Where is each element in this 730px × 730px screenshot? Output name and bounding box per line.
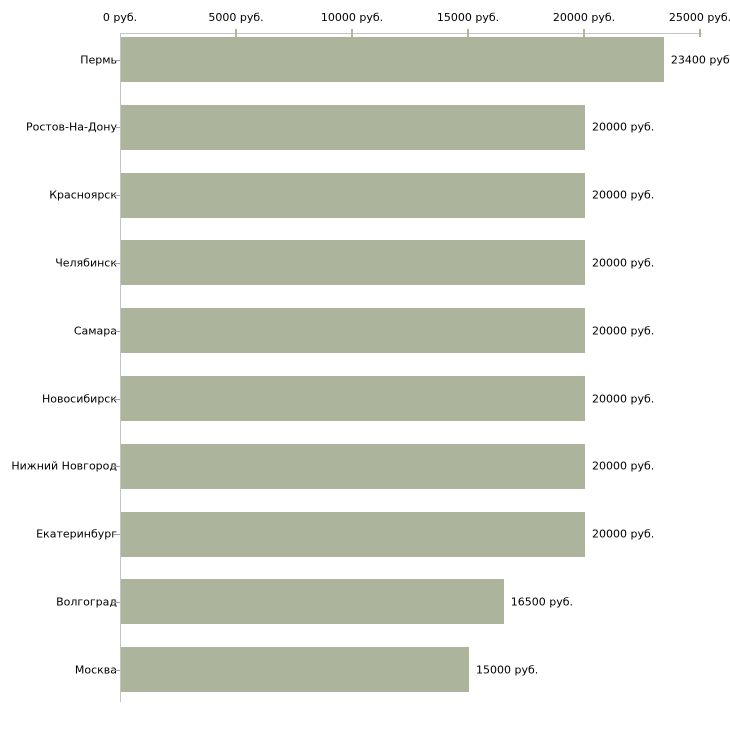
bar <box>121 443 585 489</box>
value-label: 23400 руб. <box>670 53 730 66</box>
category-tick <box>113 601 120 603</box>
value-label: 20000 руб. <box>592 120 655 134</box>
bar <box>121 37 664 82</box>
x-tick-mark <box>583 29 585 37</box>
category-label: Нижний Новгород <box>11 459 117 473</box>
bar <box>121 308 585 354</box>
category-tick <box>113 262 120 264</box>
category-label: Самара <box>73 324 117 338</box>
category-label: Москва <box>74 663 117 677</box>
category-tick <box>113 330 120 332</box>
y-axis-line <box>120 33 121 703</box>
category-tick <box>113 127 120 129</box>
x-tick-mark <box>351 29 353 37</box>
value-label: 20000 руб. <box>592 527 655 541</box>
x-tick-label: 10000 руб. <box>320 11 384 24</box>
category-tick <box>113 59 120 61</box>
bar <box>121 376 585 421</box>
bar <box>121 579 504 625</box>
value-label: 20000 руб. <box>592 459 655 473</box>
x-tick-mark <box>699 29 701 37</box>
x-tick-mark <box>235 29 237 37</box>
x-axis-line <box>120 33 702 34</box>
category-tick <box>113 466 120 468</box>
bar <box>121 172 585 218</box>
category-label: Челябинск <box>55 256 117 270</box>
value-label: 16500 руб. <box>510 595 574 609</box>
x-tick-label: 0 руб. <box>102 11 138 24</box>
category-label: Красноярск <box>49 188 117 202</box>
bar <box>121 240 585 286</box>
x-tick-mark <box>467 29 469 37</box>
value-label: 20000 руб. <box>592 324 655 338</box>
category-label: Волгоград <box>56 595 117 609</box>
x-tick-label: 25000 руб. <box>668 11 730 24</box>
x-tick-label: 15000 руб. <box>436 11 500 24</box>
category-tick <box>113 534 120 536</box>
category-tick <box>113 195 120 197</box>
bar <box>121 104 585 150</box>
category-label: Ростов-На-Дону <box>25 120 117 134</box>
x-tick-label: 20000 руб. <box>552 11 616 24</box>
category-tick <box>113 669 120 671</box>
value-label: 20000 руб. <box>592 392 655 405</box>
value-label: 20000 руб. <box>592 188 655 202</box>
category-label: Пермь <box>80 53 117 66</box>
bar <box>121 511 585 557</box>
value-label: 15000 руб. <box>476 663 539 677</box>
category-label: Екатеринбург <box>36 527 117 541</box>
category-tick <box>113 398 120 400</box>
x-tick-label: 5000 руб. <box>208 11 264 24</box>
category-label: Новосибирск <box>41 392 117 405</box>
bar <box>121 647 469 693</box>
value-label: 20000 руб. <box>592 256 655 270</box>
